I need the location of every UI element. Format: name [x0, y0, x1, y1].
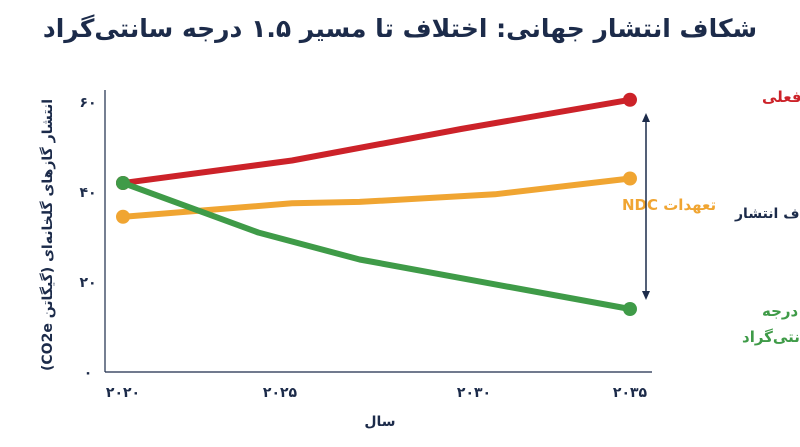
series-line [120, 180, 633, 312]
y-axis-title: انتشار گازهای گلخانه‌ای (گیگاتن CO2e) [39, 99, 56, 371]
x-tick-label: ۲۰۳۵ [613, 385, 648, 401]
y-tick-label: ۶۰ [79, 95, 96, 111]
x-axis-title: سال [364, 414, 395, 430]
series-lines [116, 92, 637, 316]
x-axis-ticks: ۲۰۲۰ ۲۰۲۵ ۲۰۳۰ ۲۰۳۵ [106, 385, 648, 401]
gap-arrow-head-top [642, 113, 650, 122]
chart-title: شکاف انتشار جهانی: اختلاف تا مسیر ۱.۵ در… [42, 14, 758, 43]
series-label-15c-line2: سانتی‌گراد [742, 328, 800, 346]
series-start-point [116, 176, 130, 190]
y-tick-label: ۲۰ [79, 275, 96, 291]
gap-annotation: شکاف انتشار [642, 113, 800, 300]
x-tick-label: ۲۰۲۵ [263, 385, 298, 401]
series-line [120, 96, 633, 186]
series-end-point [623, 92, 637, 107]
series-end-point [623, 171, 637, 186]
x-tick-label: ۲۰۲۰ [106, 385, 140, 401]
series-label-15c-line1: مسیر ۱.۵ درجه [762, 302, 800, 320]
gap-arrow-head-bottom [642, 291, 650, 300]
x-tick-label: ۲۰۳۰ [457, 385, 491, 401]
gap-label: شکاف انتشار [734, 206, 800, 222]
series-label-current-policies: سیاست‌های فعلی [762, 88, 800, 106]
series-start-point [116, 209, 130, 224]
series-label-ndc: تعهدات NDC [622, 196, 716, 214]
y-tick-label: ۴۰ [79, 185, 96, 201]
chart-axes [104, 90, 652, 373]
y-tick-label: ۰ [84, 365, 93, 381]
y-axis-ticks: ۰ ۲۰ ۴۰ ۶۰ [79, 95, 96, 381]
series-end-point [623, 302, 637, 316]
series-line [120, 175, 633, 220]
